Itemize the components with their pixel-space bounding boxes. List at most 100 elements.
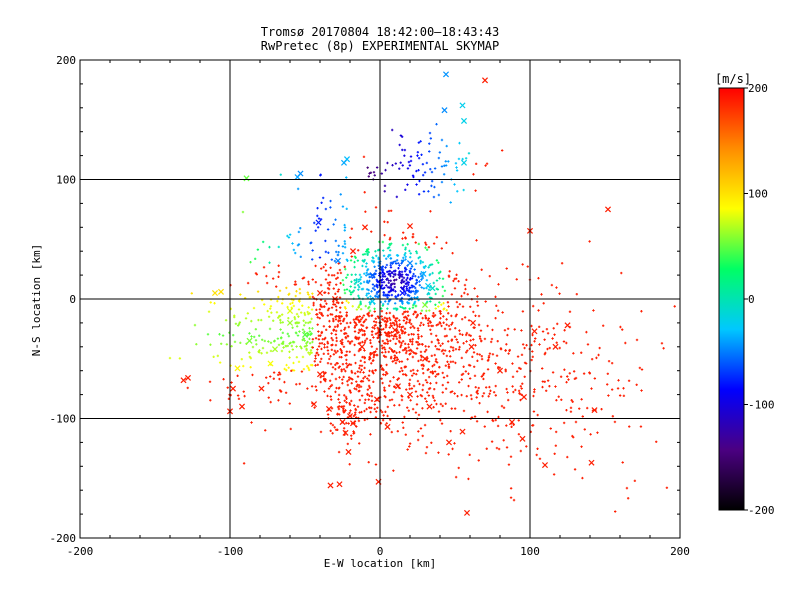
data-point-dot [367,288,370,292]
data-point-dot [313,221,316,225]
data-point-dot [437,341,440,345]
data-point-dot [321,196,325,200]
data-point-dot [486,324,489,328]
data-point-dot [338,296,342,299]
data-point-dot [405,374,408,377]
data-point-dot [265,351,269,354]
data-point-dot [320,331,323,335]
data-point-dot [381,418,385,422]
data-point-dot [376,406,379,409]
data-point-dot [416,333,420,336]
data-point-dot [323,346,326,349]
data-point-dot [325,328,328,332]
data-point-dot [452,279,455,283]
data-point-dot [336,412,339,416]
data-point-dot [521,310,525,313]
data-point-dot [446,381,450,384]
data-point-dot [512,390,515,394]
data-point-dot [375,295,379,298]
data-point-dot [243,394,246,398]
data-point-dot [430,170,434,174]
data-point-dot [369,410,372,414]
data-point-dot [402,231,405,234]
data-point-dot [309,241,312,245]
data-point-dot [357,389,360,393]
data-point-dot [356,383,359,386]
data-point-dot [222,378,225,381]
data-point-dot [343,326,347,330]
data-point-dot [570,399,573,402]
data-point-dot [414,411,418,414]
data-point-dot [606,372,610,375]
data-point-dot [320,342,324,345]
data-point-dot [326,287,330,290]
data-point-dot [466,293,469,296]
data-point-dot [367,314,371,318]
data-point-dot [393,260,397,263]
data-point-dot [374,368,377,372]
data-point-dot [467,363,471,367]
data-point-dot [622,387,625,390]
data-point-dot [297,321,301,324]
data-point-dot [655,440,658,443]
data-point-dot [347,422,350,425]
data-point-dot [389,289,392,293]
data-point-dot [532,394,535,398]
data-point-dot [362,155,366,159]
data-point-dot [346,273,349,277]
data-point-dot [380,377,383,380]
data-point-dot [588,240,591,243]
data-point-dot [373,284,376,288]
data-point-dot [226,386,229,389]
data-point-dot [507,463,511,466]
data-point-dot [391,164,394,167]
data-point-dot [294,283,298,286]
data-point-dot [384,373,387,377]
data-point-dot [392,376,395,379]
data-point-dot [286,234,289,238]
data-point-dot [268,327,272,331]
data-point-dot [384,410,387,414]
data-point-dot [370,290,373,293]
y-tick-label: -200 [50,532,77,545]
data-point-dot [334,351,338,354]
data-point-dot [365,262,368,265]
data-point-dot [389,257,393,260]
data-point-dot [437,339,440,342]
data-point-dot [430,340,433,344]
data-point-dot [558,346,561,350]
data-point-dot [319,283,323,287]
data-point-dot [451,321,454,324]
data-point-dot [375,292,379,296]
data-point-dot [317,338,321,341]
data-point-dot [449,360,453,364]
data-point-dot [546,347,549,351]
data-point-dot [267,340,270,343]
data-point-dot [386,340,390,343]
data-point-dot [298,330,301,333]
data-point-dot [416,154,419,157]
data-point-dot [538,343,541,346]
data-point-dot [370,345,374,348]
data-point-dot [413,292,417,296]
data-point-dot [381,287,385,290]
data-point-dot [535,453,538,457]
data-point-dot [345,207,348,211]
data-point-dot [364,265,368,268]
data-point-dot [388,249,392,252]
data-point-dot [332,303,335,306]
data-point-dot [421,434,424,438]
data-point-dot [507,398,510,402]
data-point-dot [285,363,288,367]
data-point-dot [390,293,394,297]
data-point-dot [407,409,410,412]
data-point-dot [251,373,254,377]
data-point-dot [408,442,412,445]
data-point-dot [374,269,378,273]
data-point-dot [395,195,399,199]
data-point-dot [417,413,421,417]
data-point-dot [388,316,391,320]
data-point-dot [319,305,323,308]
data-point-dot [346,442,350,446]
data-point-dot [363,356,366,360]
